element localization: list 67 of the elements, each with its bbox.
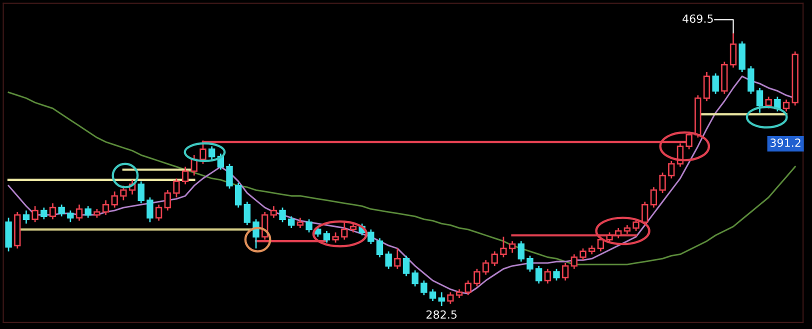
candlestick (244, 201, 251, 226)
candlestick (420, 280, 428, 296)
candlestick (447, 292, 454, 305)
candlestick (553, 268, 560, 282)
candlestick (482, 259, 490, 276)
candlestick (394, 248, 401, 270)
candlestick (712, 72, 719, 95)
candlestick (234, 182, 242, 208)
candlestick (376, 238, 384, 258)
candlestick (323, 230, 330, 244)
candlestick (182, 166, 189, 185)
candlestick (58, 204, 65, 218)
candlestick (412, 270, 418, 288)
candlestick (49, 202, 56, 220)
candlestick (535, 265, 542, 284)
candlestick (756, 87, 764, 114)
candlestick (76, 204, 83, 222)
candlestick (40, 206, 48, 220)
candlestick (22, 210, 30, 224)
text: 469.5 (682, 14, 713, 23)
candlestick (32, 205, 38, 223)
candlestick (279, 206, 286, 223)
candlestick (111, 190, 118, 208)
candlestick (765, 96, 772, 110)
candlestick (252, 218, 260, 250)
candlestick (385, 250, 392, 270)
candlestick (296, 217, 304, 229)
candlestick (402, 255, 410, 277)
candlestick (774, 96, 781, 112)
candlestick (526, 255, 534, 272)
candlestick (500, 236, 507, 258)
candlestick (67, 210, 74, 223)
candlestick (544, 268, 551, 284)
candlestick (332, 232, 339, 244)
candlestick (146, 196, 154, 223)
candlestick (226, 163, 233, 190)
candlestick (102, 200, 110, 216)
candlestick (491, 250, 498, 267)
candlestick (438, 292, 445, 307)
candlestick (580, 248, 586, 261)
candlestick (508, 240, 516, 254)
candlestick (138, 180, 144, 204)
annotation: 391.2 (770, 138, 800, 147)
candlestick (703, 71, 710, 102)
candlestick (650, 186, 658, 208)
candlestick (748, 65, 754, 95)
candlestick (464, 280, 472, 296)
candlestick (518, 240, 524, 262)
candlestick (270, 205, 278, 219)
candlestick (306, 218, 312, 234)
candlestick (288, 216, 295, 229)
candlestick (429, 288, 436, 302)
candlestick (120, 185, 127, 201)
candlestick (208, 146, 216, 160)
candlestick (782, 98, 790, 112)
candlestick (659, 172, 666, 194)
candlestick (570, 254, 578, 270)
candlestick (562, 262, 569, 282)
candlestick (368, 228, 374, 245)
candlestick (668, 160, 675, 180)
text: 282.5 (426, 310, 457, 319)
candlestick (164, 189, 171, 212)
candlestick (173, 178, 180, 198)
candlestick (84, 205, 92, 219)
candlestick (474, 268, 480, 288)
candlestick (155, 204, 162, 222)
candlestick (730, 32, 737, 68)
